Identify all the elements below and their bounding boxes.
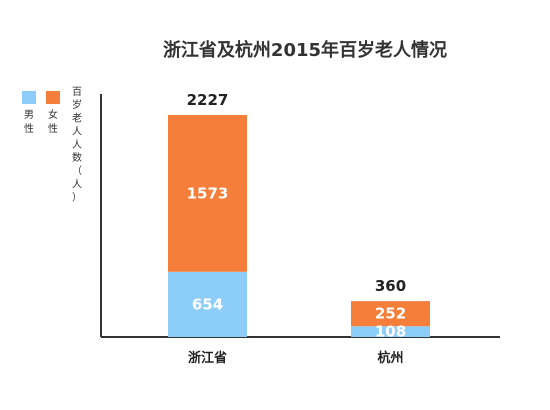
bar-label-1-1: 252 (375, 305, 406, 323)
total-label-0: 2227 (187, 91, 229, 109)
bar-0-1 (168, 115, 247, 272)
legend-female-swatch (46, 91, 60, 104)
bar-1-1 (351, 301, 430, 327)
total-label-1: 360 (375, 277, 406, 295)
y-axis-label-text: 百岁老人人数（人） (72, 86, 82, 204)
bars-layer (168, 115, 430, 337)
bar-label-0-1: 1573 (187, 184, 229, 202)
x-tick-0: 浙江省 (188, 350, 227, 366)
bar-0-0 (168, 271, 247, 337)
x-tick-1: 杭州 (377, 350, 403, 366)
y-axis-label: 百岁老人人数（人） (72, 86, 82, 204)
legend-male-swatch (22, 91, 36, 104)
bar-label-0-0: 654 (192, 295, 223, 313)
legend-female-label: 女性 (48, 108, 58, 135)
legend-male-label: 男性 (24, 109, 34, 135)
bar-label-1-0: 108 (375, 323, 406, 341)
bar-1-0 (351, 326, 430, 337)
chart-title: 浙江省及杭州2015年百岁老人情况 (163, 39, 447, 61)
